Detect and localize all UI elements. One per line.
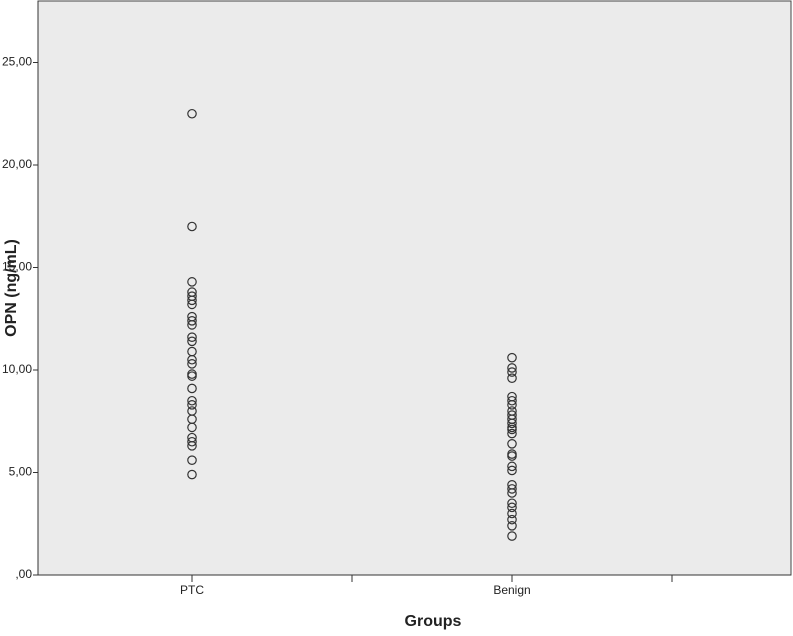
point <box>507 484 517 494</box>
point <box>507 438 517 449</box>
point <box>187 441 197 451</box>
point <box>187 400 197 410</box>
point <box>507 508 517 519</box>
point <box>507 400 517 410</box>
point <box>507 373 517 383</box>
y-axis-title: OPN (ng/mL) <box>3 239 20 337</box>
point <box>507 502 517 513</box>
point <box>507 352 517 363</box>
point <box>507 465 517 476</box>
point <box>187 469 197 480</box>
point <box>507 520 517 531</box>
point <box>507 461 517 472</box>
point <box>507 424 517 435</box>
point <box>187 436 197 447</box>
point <box>507 363 517 373</box>
point <box>507 531 517 541</box>
point <box>507 514 517 525</box>
point <box>507 488 517 498</box>
y-tick-label: 25,00 <box>2 55 32 69</box>
y-tick-label: 5,00 <box>9 465 33 479</box>
point <box>507 451 517 461</box>
point <box>507 367 517 377</box>
y-tick-label: ,00 <box>15 567 32 581</box>
y-tick-label: 15,00 <box>2 260 32 274</box>
point <box>507 428 517 439</box>
point <box>187 332 197 342</box>
x-axis-title: Groups <box>405 613 462 630</box>
point <box>187 277 197 287</box>
plot-area <box>37 0 792 576</box>
point <box>507 498 517 509</box>
point <box>187 395 197 406</box>
point <box>507 418 517 429</box>
point <box>187 422 197 433</box>
point <box>187 336 197 347</box>
point <box>187 295 197 306</box>
point <box>187 455 197 465</box>
point <box>187 299 197 310</box>
point <box>187 108 197 119</box>
point <box>187 371 197 381</box>
y-tick-label: 20,00 <box>2 157 32 171</box>
point <box>187 383 197 394</box>
point <box>187 221 197 232</box>
point <box>187 315 197 326</box>
x-tick-label: Benign <box>493 583 530 597</box>
point <box>187 354 197 365</box>
y-tick-label: 10,00 <box>2 362 32 376</box>
point <box>187 320 197 330</box>
point <box>187 359 197 369</box>
point <box>507 395 517 406</box>
x-tick-label: PTC <box>180 583 204 597</box>
